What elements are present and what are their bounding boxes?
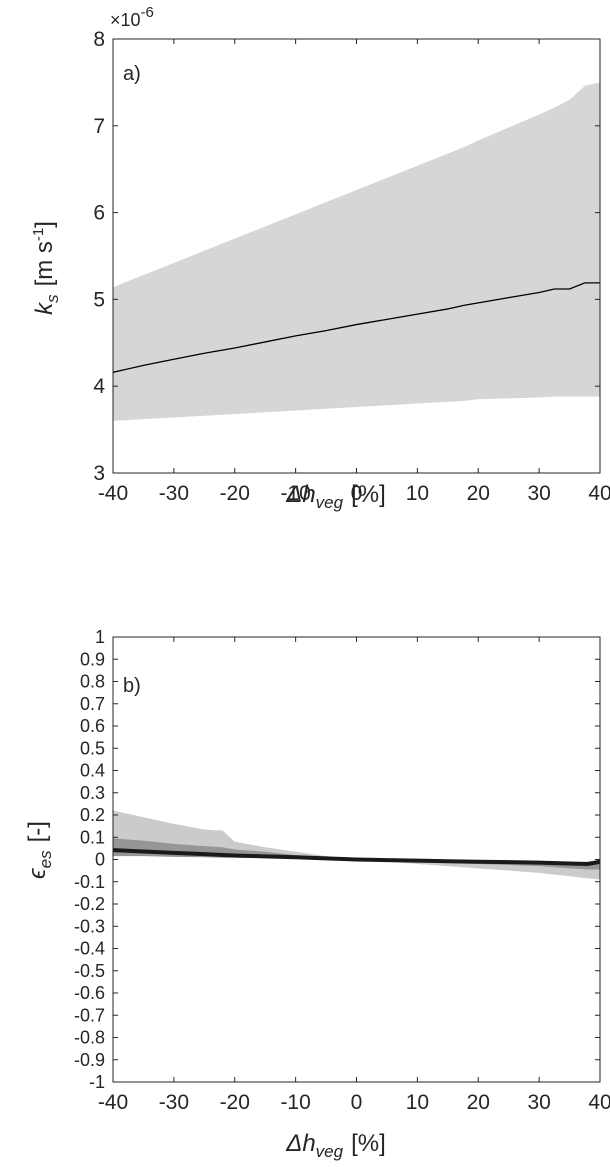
x-tick-label: 40 (588, 1091, 610, 1114)
x-tick-label: -20 (220, 1091, 250, 1114)
y-tick-label: 0.6 (80, 716, 105, 736)
x-tick-label: 30 (527, 482, 550, 505)
y-tick-label: 0.7 (80, 694, 105, 714)
panel-b-y-axis-label: ϵes[-] (24, 821, 55, 879)
x-tick-label: -30 (159, 1091, 189, 1114)
panel-b-epsilon-chart: -40 -30 -20 -10 0 10 20 30 40-1-0.9-0.8-0.7-0.6-… (24, 627, 610, 1161)
y-tick-label: -0.8 (74, 1028, 105, 1048)
panel-b-lines (112, 848, 601, 866)
panel-a-y-axis-label: ks[m s-1] (30, 221, 62, 315)
x-tick-label: -10 (280, 1091, 310, 1114)
ks-uncertainty-band (113, 82, 600, 421)
y-tick-label: 0.5 (80, 738, 105, 758)
x-tick-label: 0 (351, 1091, 363, 1114)
y-tick-label: 8 (93, 28, 105, 51)
y-tick-label: -0.1 (74, 872, 105, 892)
x-tick-label: 20 (467, 482, 490, 505)
x-tick-label: -40 (98, 1091, 128, 1114)
y-tick-label: 0.8 (80, 672, 105, 692)
panel-a-lines (112, 282, 600, 373)
y-tick-label: 0.4 (80, 761, 105, 781)
epsilon-outer-band (113, 810, 600, 880)
y-tick-label: 3 (93, 462, 105, 485)
panel-a-bands (113, 82, 600, 421)
panel-b-bands (113, 810, 600, 880)
x-tick-label: 10 (406, 482, 429, 505)
x-tick-label: -40 (98, 482, 128, 505)
panel-b-ticks: -40 -30 -20 -10 0 10 20 30 40-1-0.9-0.8-0.7-0.6-… (74, 627, 610, 1114)
x-tick-label: 0 (351, 482, 363, 505)
x-tick-label: 10 (406, 1091, 429, 1114)
y-tick-label: 1 (95, 627, 105, 647)
epsilon-median-line (112, 848, 601, 866)
y-tick-label: 5 (93, 288, 105, 311)
y-tick-label: 0.1 (80, 827, 105, 847)
y-tick-label: 0.2 (80, 805, 105, 825)
panel-a-label: a) (123, 63, 141, 85)
y-tick-label: -0.7 (74, 1005, 105, 1025)
y-tick-label: -0.2 (74, 894, 105, 914)
y-tick-label: -0.9 (74, 1050, 105, 1070)
ks-median-line (112, 282, 600, 373)
y-tick-label: -0.3 (74, 916, 105, 936)
panel-a-x-axis-label: Δhveg [%] (285, 481, 386, 512)
y-tick-label: 4 (93, 375, 105, 398)
x-tick-label: 40 (588, 482, 610, 505)
panel-a-ticks: -40 -30 -20 -10 0 10 20 30 40 3 4 5 6 7 8 (93, 28, 610, 505)
y-tick-label: -1 (89, 1072, 105, 1092)
y-tick-label: 0.9 (80, 649, 105, 669)
y-tick-label: -0.4 (74, 939, 105, 959)
x-tick-label: -10 (280, 482, 310, 505)
panel-b-x-axis-label: Δhveg [%] (285, 1130, 386, 1161)
x-tick-label: -30 (159, 482, 189, 505)
panel-a-ks-chart: -40 -30 -20 -10 0 10 20 30 40 3 4 5 6 7 8 a) ×10-6 Δhv… (30, 4, 610, 512)
panel-a-y-multiplier: ×10-6 (110, 4, 154, 30)
y-tick-label: 0 (95, 850, 105, 870)
x-tick-label: 20 (467, 1091, 490, 1114)
panel-b-label: b) (123, 675, 141, 697)
x-tick-label: -20 (220, 482, 250, 505)
y-tick-label: -0.6 (74, 983, 105, 1003)
y-tick-label: 0.3 (80, 783, 105, 803)
y-tick-label: -0.5 (74, 961, 105, 981)
y-tick-label: 6 (93, 202, 105, 225)
x-tick-label: 30 (527, 1091, 550, 1114)
y-tick-label: 7 (93, 115, 105, 138)
